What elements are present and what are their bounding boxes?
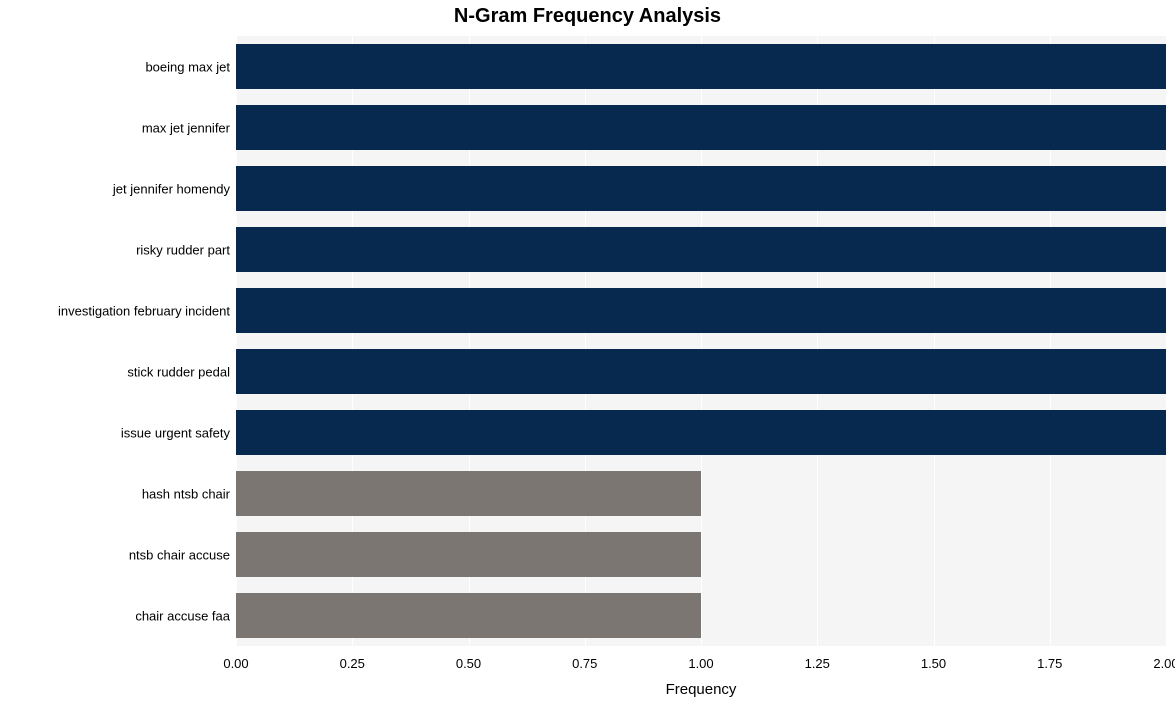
grid-line: [1166, 36, 1167, 646]
x-tick-label: 0.25: [340, 646, 365, 671]
y-tick-label: risky rudder part: [136, 242, 236, 257]
plot-area: boeing max jetmax jet jenniferjet jennif…: [236, 36, 1166, 646]
y-tick-label: issue urgent safety: [121, 425, 236, 440]
ngram-frequency-chart: N-Gram Frequency Analysis boeing max jet…: [0, 0, 1175, 701]
y-tick-label: chair accuse faa: [135, 608, 236, 623]
x-tick-label: 1.50: [921, 646, 946, 671]
y-tick-label: investigation february incident: [58, 303, 236, 318]
x-tick-label: 0.75: [572, 646, 597, 671]
chart-title: N-Gram Frequency Analysis: [0, 5, 1175, 28]
y-tick-label: jet jennifer homendy: [113, 181, 236, 196]
bar: [236, 288, 1166, 333]
x-tick-label: 2.00: [1153, 646, 1175, 671]
x-tick-label: 1.25: [805, 646, 830, 671]
y-tick-label: boeing max jet: [145, 59, 236, 74]
bar: [236, 593, 701, 638]
x-axis-title: Frequency: [236, 681, 1166, 698]
bar: [236, 166, 1166, 211]
bar: [236, 349, 1166, 394]
bar: [236, 227, 1166, 272]
x-tick-label: 0.00: [223, 646, 248, 671]
y-tick-label: max jet jennifer: [142, 120, 236, 135]
bar: [236, 532, 701, 577]
x-tick-label: 1.00: [688, 646, 713, 671]
x-tick-label: 0.50: [456, 646, 481, 671]
bar: [236, 44, 1166, 89]
bar: [236, 471, 701, 516]
y-tick-label: hash ntsb chair: [142, 486, 236, 501]
x-tick-label: 1.75: [1037, 646, 1062, 671]
bar: [236, 410, 1166, 455]
y-tick-label: stick rudder pedal: [127, 364, 236, 379]
y-tick-label: ntsb chair accuse: [129, 547, 236, 562]
bar: [236, 105, 1166, 150]
